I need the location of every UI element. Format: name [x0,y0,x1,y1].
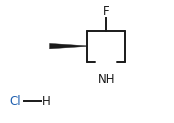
Text: F: F [103,5,109,18]
Text: Cl: Cl [9,95,21,108]
Text: NH: NH [97,73,115,86]
Text: H: H [42,95,50,108]
Polygon shape [50,43,87,49]
